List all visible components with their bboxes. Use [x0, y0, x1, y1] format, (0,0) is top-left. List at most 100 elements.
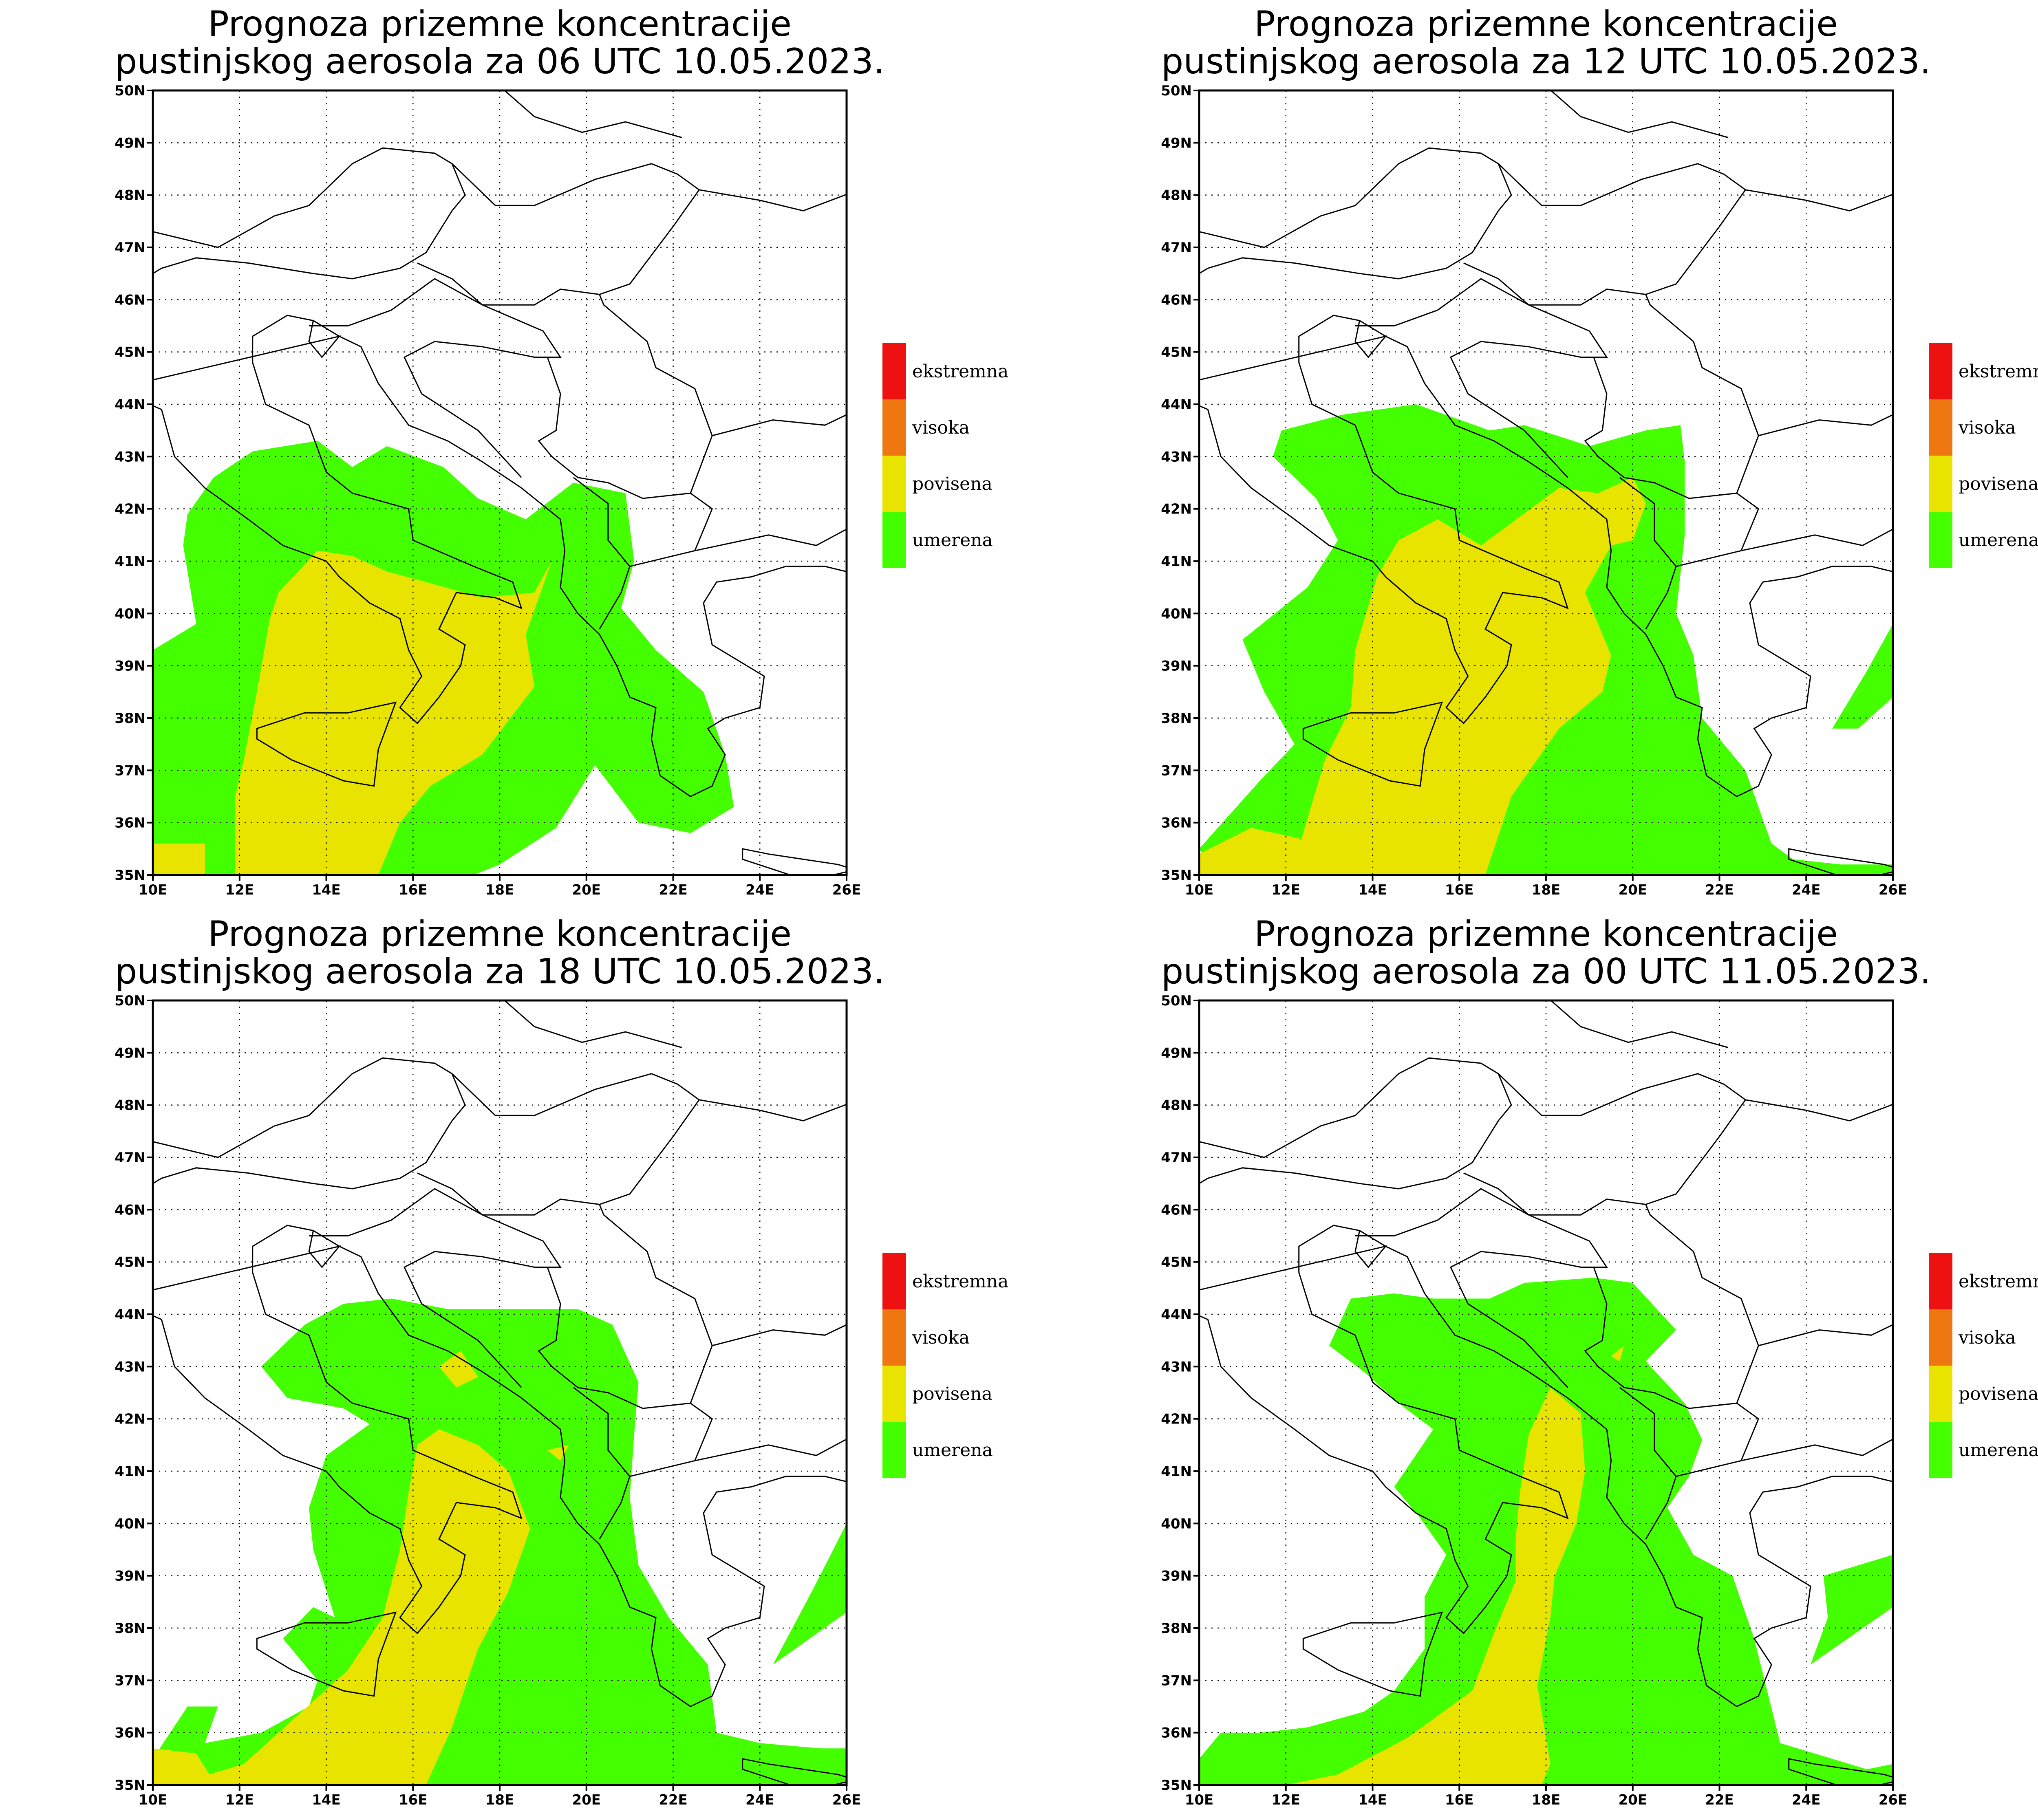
lon-tick-label: 16E [1445, 882, 1474, 898]
lat-tick-label: 41N [1161, 1463, 1192, 1480]
coastline [256, 1611, 397, 1697]
lat-tick-label: 47N [115, 240, 146, 256]
legend-swatch-visoka [882, 399, 906, 456]
lat-tick-label: 50N [115, 993, 146, 1009]
map-area [1199, 1000, 1893, 1785]
lon-tick-label: 16E [399, 882, 428, 898]
zone-povisena [1611, 1346, 1624, 1362]
lat-tick-label: 45N [1161, 344, 1192, 361]
lat-tick-label: 38N [115, 1620, 146, 1637]
lon-tick-label: 20E [572, 882, 601, 898]
legend-swatch-umerena [882, 1422, 906, 1478]
lat-tick-label: 44N [115, 1307, 146, 1323]
map-area [153, 90, 847, 875]
zone-umerena [1810, 1555, 1893, 1665]
legend-swatch-povisena [1929, 1366, 1952, 1422]
zone-povisena [439, 1351, 478, 1388]
legend-label-visoka: visoka [1958, 1327, 2016, 1348]
legend-label-umerena: umerena [912, 1440, 993, 1461]
lat-tick-label: 48N [115, 187, 146, 204]
map-title-line1: Prognoza prizemne koncentracije [208, 914, 792, 954]
country-border [712, 1324, 847, 1346]
map-title-line1: Prognoza prizemne koncentracije [208, 4, 792, 44]
lat-tick-label: 38N [115, 710, 146, 727]
country-border [153, 1057, 466, 1190]
lat-tick-label: 39N [1161, 1568, 1192, 1584]
lat-tick-label: 47N [1161, 240, 1192, 256]
map-area [1199, 90, 1893, 875]
lat-tick-label: 46N [1161, 292, 1192, 308]
country-border [503, 90, 682, 138]
coastline [153, 1225, 523, 1634]
coastline [313, 1230, 847, 1708]
lat-tick-label: 49N [1161, 1045, 1192, 1061]
lat-tick-label: 46N [1161, 1202, 1192, 1218]
country-border [538, 357, 713, 567]
lon-tick-label: 12E [1271, 882, 1300, 898]
coastline [742, 1758, 847, 1785]
lat-tick-label: 41N [115, 1463, 146, 1480]
lat-tick-label: 44N [1161, 1307, 1192, 1323]
zone-povisena [1286, 1387, 1585, 1785]
legend-label-ekstremna: ekstremna [1959, 1271, 2038, 1292]
lat-tick-label: 47N [115, 1150, 146, 1166]
map-area [153, 1000, 847, 1785]
lat-tick-label: 50N [1161, 83, 1192, 99]
legend-label-ekstremna: ekstremna [1959, 361, 2038, 382]
lat-tick-label: 40N [1161, 1516, 1192, 1532]
lon-tick-label: 16E [1445, 1792, 1474, 1808]
lat-tick-label: 40N [115, 1516, 146, 1532]
country-border [417, 189, 700, 306]
map-title-line2: pustinjskog aerosola za 06 UTC 10.05.202… [115, 41, 885, 82]
lat-tick-label: 37N [1161, 762, 1192, 779]
map-svg: Prognoza prizemne koncentracijepustinjsk… [1161, 914, 2038, 1808]
legend-label-povisena: povisena [912, 1384, 993, 1404]
lon-tick-label: 22E [1705, 1792, 1734, 1808]
coastline [1302, 701, 1443, 787]
lat-tick-label: 36N [1161, 1725, 1192, 1741]
country-border [1645, 566, 1677, 630]
country-border [699, 189, 847, 212]
map-svg: Prognoza prizemne koncentracijepustinjsk… [115, 914, 1008, 1808]
country-border [699, 1099, 847, 1122]
country-border [417, 1099, 700, 1216]
lat-tick-label: 39N [1161, 658, 1192, 674]
legend-swatch-ekstremna [882, 1253, 906, 1309]
legend-swatch-umerena [1929, 1422, 1952, 1478]
lon-tick-label: 18E [485, 882, 514, 898]
map-title-line1: Prognoza prizemne koncentracije [1254, 914, 1838, 954]
zone-umerena [1832, 624, 1893, 729]
lat-tick-label: 43N [1161, 449, 1192, 465]
lat-tick-label: 35N [115, 867, 146, 884]
coastline [153, 315, 523, 724]
legend-swatch-visoka [882, 1309, 906, 1366]
lon-tick-label: 10E [139, 1792, 168, 1808]
lat-tick-label: 41N [1161, 553, 1192, 570]
lat-tick-label: 49N [1161, 135, 1192, 151]
country-border [1550, 90, 1729, 138]
country-border [451, 163, 700, 206]
lon-tick-label: 26E [1879, 882, 1908, 898]
legend-swatch-ekstremna [1929, 1253, 1952, 1309]
legend-label-povisena: povisena [912, 474, 993, 494]
lon-tick-label: 18E [1532, 1792, 1561, 1808]
lat-tick-label: 36N [115, 815, 146, 831]
legend-swatch-umerena [1929, 512, 1952, 568]
forecast-panel-00utc: Prognoza prizemne koncentracije pustinjsk… [1046, 910, 2038, 1820]
lon-tick-label: 10E [1185, 882, 1214, 898]
zone-povisena [153, 1429, 530, 1785]
lat-tick-label: 48N [1161, 187, 1192, 204]
country-border [1550, 1000, 1729, 1048]
lat-tick-label: 43N [115, 1359, 146, 1375]
coastline [1788, 848, 1893, 875]
country-border [1745, 189, 1893, 212]
country-border [1463, 189, 1746, 306]
country-border [1199, 147, 1512, 280]
country-border [1498, 163, 1746, 206]
country-border [153, 147, 466, 280]
lon-tick-label: 20E [1618, 1792, 1647, 1808]
zone-povisena [153, 844, 205, 875]
lon-tick-label: 22E [1705, 882, 1734, 898]
lat-tick-label: 35N [1161, 867, 1192, 884]
country-border [538, 1267, 713, 1477]
